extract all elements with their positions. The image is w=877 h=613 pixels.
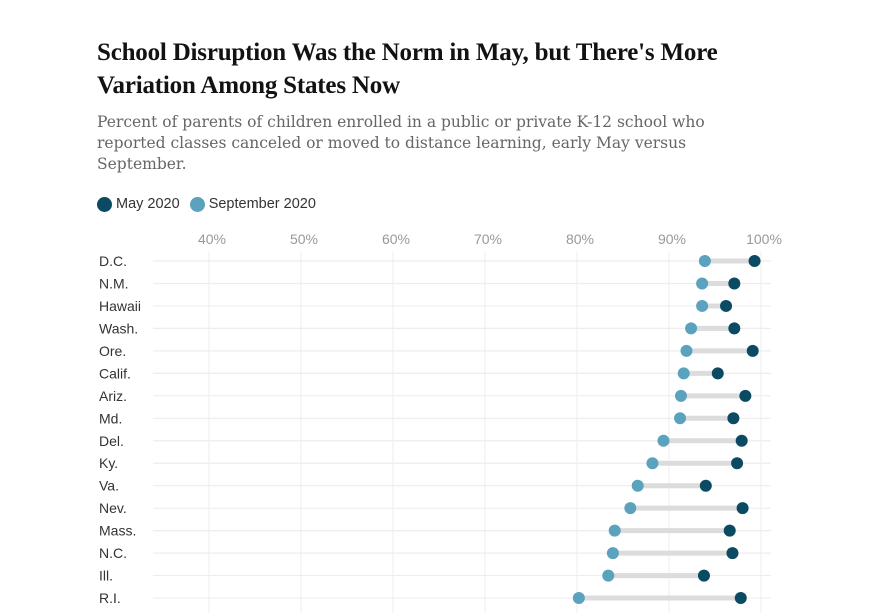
dot-september (572, 592, 585, 605)
dot-september (624, 502, 637, 515)
dot-september (696, 277, 709, 290)
dot-september (674, 389, 687, 402)
connectors (578, 258, 755, 601)
row-label: Ky. (99, 455, 118, 471)
row-label: Wash. (99, 320, 138, 336)
dot-september (696, 299, 709, 312)
dot-may (699, 479, 712, 492)
x-tick-label: 100% (746, 231, 782, 247)
x-tick-label: 60% (382, 231, 410, 247)
row-label: N.M. (99, 275, 129, 291)
legend-item-may: May 2020 (97, 196, 180, 212)
row-label: R.I. (99, 590, 121, 606)
dot-september (631, 479, 644, 492)
dot-may (746, 344, 759, 357)
x-tick-label: 80% (566, 231, 594, 247)
legend-item-september: September 2020 (189, 196, 316, 212)
row-label: Nev. (99, 500, 127, 516)
dot-september (680, 344, 693, 357)
dot-may (728, 277, 741, 290)
dot-september (646, 457, 659, 470)
row-label: D.C. (99, 253, 127, 269)
row-label: Ariz. (99, 388, 127, 404)
dot-may (739, 389, 752, 402)
dot-september (698, 255, 711, 267)
row-label: Va. (99, 478, 119, 494)
x-tick-label: 70% (474, 231, 502, 247)
row-label: N.C. (99, 545, 127, 561)
chart-title: School Disruption Was the Norm in May, b… (97, 39, 718, 99)
row-label: Hawaii (99, 298, 141, 314)
dot-september (657, 434, 670, 447)
row-label: Ill. (99, 568, 113, 584)
chart-subtitle: Percent of parents of children enrolled … (97, 113, 705, 173)
legend-label-may: May 2020 (116, 196, 180, 212)
x-tick-labels: 40% 50% 60% 70% 80% 90% 100% (198, 231, 782, 247)
dot-may (697, 569, 710, 582)
dot-september (608, 524, 621, 537)
row-label: Calif. (99, 365, 131, 381)
data-points (572, 255, 761, 605)
dot-may (726, 547, 739, 560)
dot-may (734, 592, 747, 605)
row-label: Md. (99, 410, 122, 426)
x-tick-label: 50% (290, 231, 318, 247)
dot-may (748, 255, 761, 267)
row-label: Ore. (99, 343, 126, 359)
dot-may (736, 502, 749, 515)
row-label: Del. (99, 433, 124, 449)
dot-may (711, 367, 724, 380)
x-tick-label: 90% (658, 231, 686, 247)
dot-september (606, 547, 619, 560)
legend-label-september: September 2020 (208, 196, 316, 212)
legend: May 2020 September 2020 (97, 196, 326, 212)
dot-may (720, 299, 733, 312)
dot-september (685, 322, 698, 335)
dot-may (723, 524, 736, 537)
dot-may (731, 457, 744, 470)
row-label: Mass. (99, 523, 136, 539)
dot-may (728, 322, 741, 335)
dot-may (735, 434, 748, 447)
x-tick-label: 40% (198, 231, 226, 247)
legend-dot-may-icon (97, 196, 112, 212)
legend-dot-september-icon (189, 196, 205, 212)
dot-september (677, 367, 690, 380)
row-labels: D.C. N.M. Hawaii Wash. Ore. Calif. Ariz. Md. Del… (99, 253, 141, 606)
dot-may (727, 412, 740, 425)
row-lines (153, 260, 771, 599)
dot-september (674, 412, 687, 425)
dot-september (602, 569, 615, 582)
